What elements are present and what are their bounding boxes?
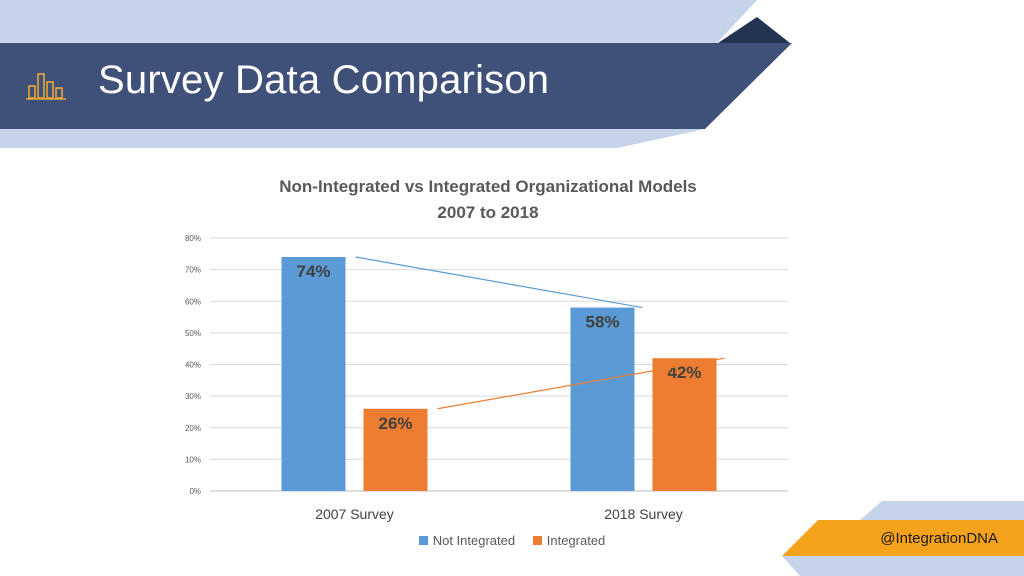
header-top-band: [0, 0, 757, 43]
x-category-label: 2018 Survey: [604, 506, 683, 522]
data-label: 58%: [585, 313, 619, 332]
x-category-label: 2007 Survey: [315, 506, 394, 522]
header-bottom-band: [0, 129, 705, 148]
y-tick-label: 20%: [185, 424, 201, 433]
footer-orange-band: [782, 520, 1024, 556]
legend-swatch-integrated: [532, 536, 542, 545]
y-tick-label: 10%: [185, 455, 201, 464]
header-dark-corner: [718, 17, 790, 43]
bar-not-integrated: [281, 256, 346, 491]
y-tick-label: 30%: [185, 392, 201, 401]
data-label: 26%: [378, 414, 412, 433]
y-tick-label: 80%: [185, 234, 201, 243]
page-title: Survey Data Comparison: [98, 58, 550, 102]
y-tick-label: 50%: [185, 329, 201, 338]
trendline-not-integrated: [355, 256, 643, 309]
y-tick-label: 70%: [185, 266, 201, 275]
data-label: 74%: [296, 262, 330, 281]
legend-item-not-integrated: Not Integrated: [418, 533, 516, 548]
legend-label-not-integrated: Not Integrated: [432, 533, 516, 548]
chart-legend: Not Integrated Integrated: [0, 533, 1024, 548]
header-banner: [0, 43, 792, 129]
footer-light-band: [860, 501, 1024, 520]
chart-subtitle: 2007 to 2018: [437, 203, 539, 222]
legend-item-integrated: Integrated: [532, 533, 606, 548]
y-tick-label: 0%: [189, 487, 201, 496]
y-tick-label: 60%: [185, 297, 201, 306]
legend-label-integrated: Integrated: [546, 533, 606, 548]
footer-bottom-band: [782, 556, 1024, 576]
trendline-integrated: [437, 357, 725, 410]
chart-title-block: Non-Integrated vs Integrated Organizatio…: [188, 174, 788, 226]
bar-not-integrated: [570, 307, 635, 491]
y-tick-label: 40%: [185, 361, 201, 370]
bar-chart-icon: [26, 73, 66, 100]
bar-integrated: [652, 358, 717, 491]
bar-integrated: [363, 408, 428, 491]
social-handle: @IntegrationDNA: [880, 529, 998, 547]
data-label: 42%: [667, 363, 701, 382]
chart-title: Non-Integrated vs Integrated Organizatio…: [279, 177, 697, 196]
legend-swatch-not-integrated: [418, 536, 428, 545]
